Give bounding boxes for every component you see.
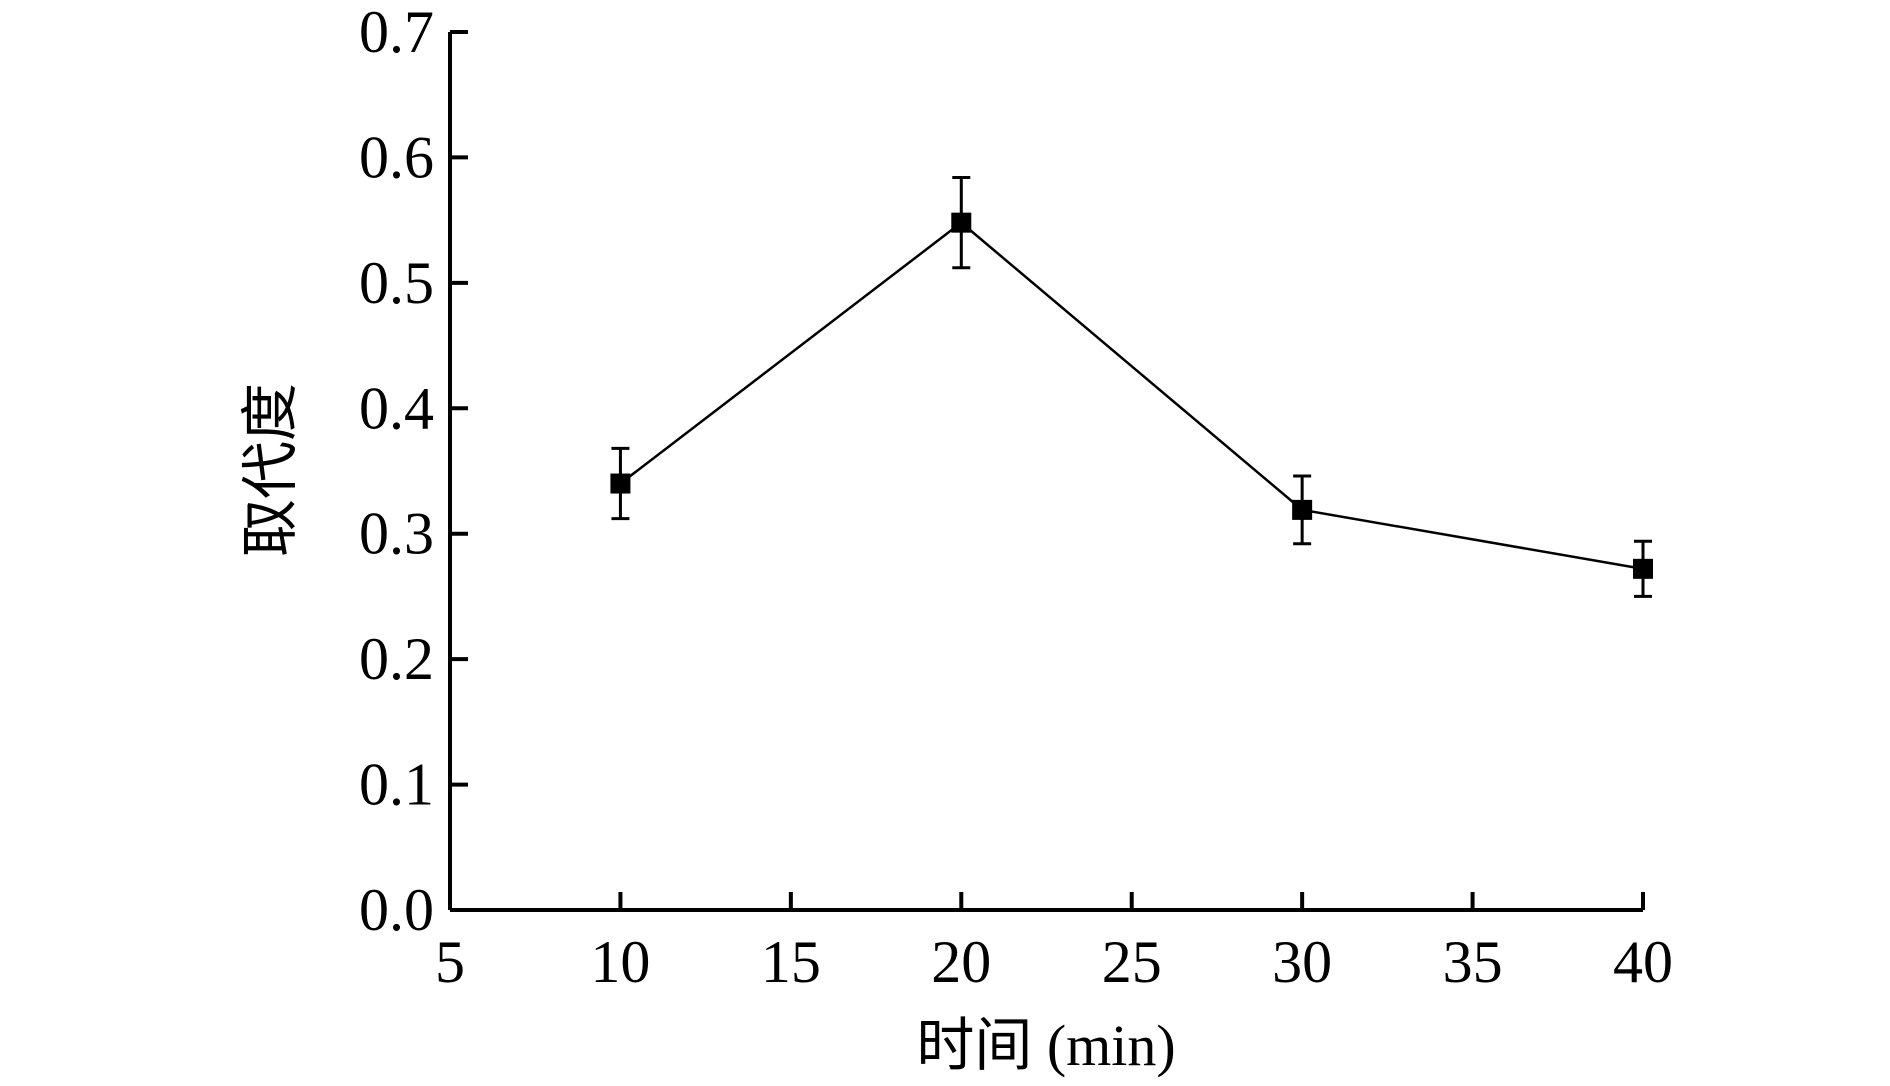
axes [448, 32, 1643, 912]
y-axis-title: 取代度 [238, 383, 303, 557]
data-point-marker [610, 473, 631, 494]
x-axis-title: 时间 (min) [916, 1013, 1175, 1078]
data-point-marker [1292, 499, 1313, 520]
x-tick-label: 10 [590, 929, 650, 995]
x-tick-label: 40 [1613, 929, 1673, 995]
y-tick-label: 0.0 [359, 877, 434, 943]
x-axis-ticks: 5 10 15 20 25 30 35 40 [435, 892, 1673, 995]
x-tick-label: 35 [1443, 929, 1503, 995]
y-tick-label: 0.7 [359, 0, 434, 65]
y-tick-label: 0.1 [359, 752, 434, 818]
y-axis-ticks: 0.0 0.1 0.2 0.3 0.4 0.5 0.6 0.7 [359, 0, 468, 943]
x-tick-label: 15 [761, 929, 821, 995]
data-point-marker [951, 212, 972, 233]
series-group [610, 175, 1653, 598]
y-tick-label: 0.3 [359, 501, 434, 567]
x-tick-label: 30 [1272, 929, 1332, 995]
y-tick-label: 0.5 [359, 250, 434, 316]
x-tick-label: 20 [931, 929, 991, 995]
x-tick-label: 25 [1102, 929, 1162, 995]
x-tick-label: 5 [435, 929, 465, 995]
data-point-marker [1633, 558, 1653, 579]
y-tick-label: 0.2 [359, 626, 434, 692]
y-tick-label: 0.6 [359, 124, 434, 190]
series-line [619, 221, 1644, 571]
y-tick-label: 0.4 [359, 375, 434, 441]
